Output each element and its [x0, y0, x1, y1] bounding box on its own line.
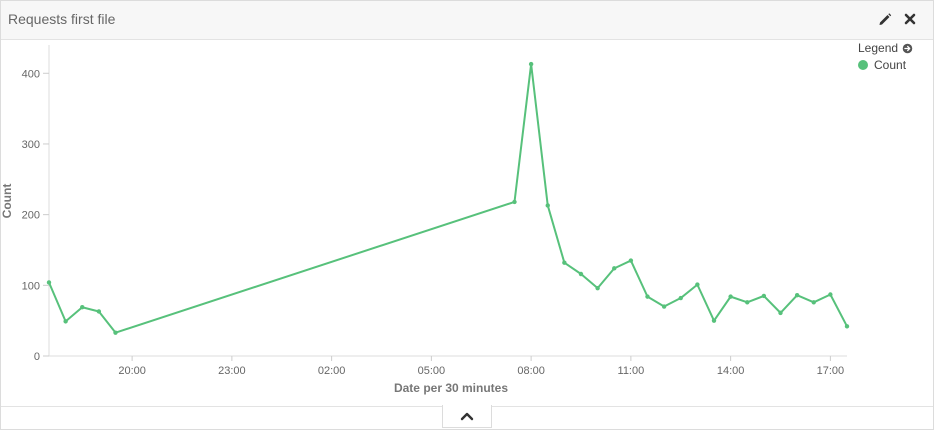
x-axis-label: Date per 30 minutes	[394, 381, 508, 395]
legend-item-count[interactable]: Count	[858, 58, 913, 72]
pencil-icon[interactable]	[878, 12, 892, 26]
data-point	[96, 309, 102, 314]
x-tick-label: 05:00	[418, 365, 446, 377]
collapse-toggle-button[interactable]	[442, 405, 492, 428]
x-tick-label: 02:00	[318, 365, 346, 377]
y-axis-label: Count	[1, 184, 14, 219]
panel-header: Requests first file	[1, 1, 933, 40]
data-point	[628, 258, 634, 263]
data-point	[661, 304, 667, 309]
data-point	[678, 295, 683, 301]
data-point	[545, 203, 550, 208]
data-point	[63, 319, 68, 324]
data-point	[528, 61, 534, 67]
legend-item-label: Count	[874, 58, 907, 72]
data-point	[612, 266, 617, 271]
arrow-right-circle-icon	[902, 43, 913, 53]
data-point	[578, 271, 584, 277]
x-tick-label: 11:00	[618, 365, 645, 377]
data-point	[80, 305, 85, 310]
legend-title: Legend	[858, 41, 899, 55]
y-tick-label: 300	[22, 139, 40, 151]
y-tick-label: 400	[22, 68, 40, 80]
data-point	[595, 285, 600, 291]
x-tick-label: 23:00	[218, 365, 246, 377]
data-point	[745, 300, 750, 305]
data-point	[811, 300, 816, 305]
data-point	[512, 199, 517, 205]
x-tick-label: 17:00	[817, 365, 845, 377]
legend-color-swatch	[858, 60, 868, 70]
x-tick-label: 14:00	[717, 365, 745, 377]
data-point	[728, 294, 733, 299]
data-point	[794, 293, 800, 298]
data-point	[113, 330, 118, 335]
data-point	[761, 293, 767, 299]
x-tick-label: 08:00	[517, 365, 545, 377]
y-tick-label: 0	[34, 351, 40, 363]
close-icon[interactable]	[903, 12, 917, 26]
y-tick-label: 200	[22, 210, 40, 222]
legend: Legend Count	[858, 41, 913, 72]
data-point	[711, 318, 717, 323]
data-point	[844, 324, 850, 329]
y-tick-label: 100	[22, 280, 40, 292]
line-chart: 0 100 200 300 400 20:00 23:00 02:00 05:00 08:00 1…	[1, 45, 850, 395]
series-line-count	[48, 63, 848, 334]
data-point	[778, 310, 783, 316]
panel-title: Requests first file	[8, 11, 116, 27]
legend-toggle[interactable]: Legend	[858, 41, 913, 55]
data-point	[46, 280, 52, 285]
chevron-up-icon	[460, 412, 474, 421]
data-point	[562, 260, 567, 265]
x-tick-label: 20:00	[118, 365, 146, 377]
header-actions	[878, 12, 917, 26]
data-point	[828, 292, 833, 297]
data-point	[645, 294, 650, 299]
data-point	[695, 282, 700, 287]
